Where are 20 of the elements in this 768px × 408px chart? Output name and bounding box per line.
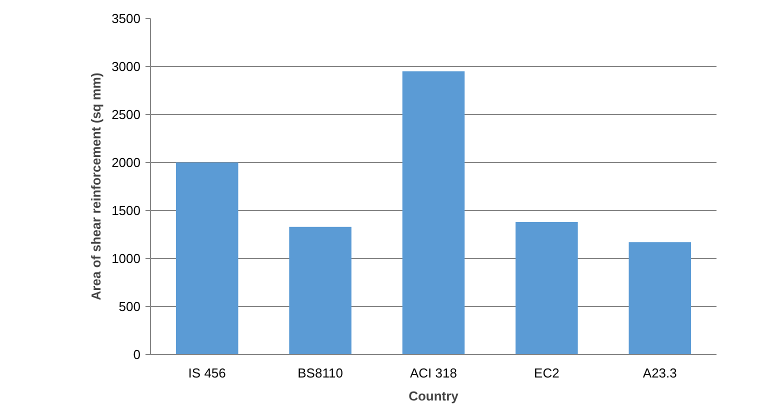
y-tick-label: 0 bbox=[133, 347, 141, 362]
y-tick-label: 500 bbox=[118, 299, 141, 314]
y-tick-label: 3500 bbox=[112, 11, 140, 26]
x-tick-label: ACI 318 bbox=[410, 366, 457, 380]
x-tick-label: EC2 bbox=[534, 366, 560, 380]
y-tick-label: 1500 bbox=[112, 203, 140, 218]
y-tick-label: 3000 bbox=[112, 59, 140, 74]
x-tick-label: A23.3 bbox=[642, 366, 677, 380]
x-tick-label: IS 456 bbox=[188, 366, 226, 380]
bar bbox=[289, 226, 352, 354]
bar bbox=[402, 71, 465, 354]
y-tick-label: 1000 bbox=[112, 251, 140, 266]
y-axis-title: Area of shear reinforcement (sq mm) bbox=[88, 72, 104, 300]
bar bbox=[176, 162, 238, 354]
x-tick-label: BS8110 bbox=[298, 366, 343, 380]
bar bbox=[516, 222, 578, 354]
bar bbox=[628, 242, 692, 354]
y-tick-label: 2000 bbox=[112, 155, 140, 170]
y-tick-label: 2500 bbox=[112, 107, 140, 122]
x-axis-title: Country bbox=[408, 388, 460, 404]
